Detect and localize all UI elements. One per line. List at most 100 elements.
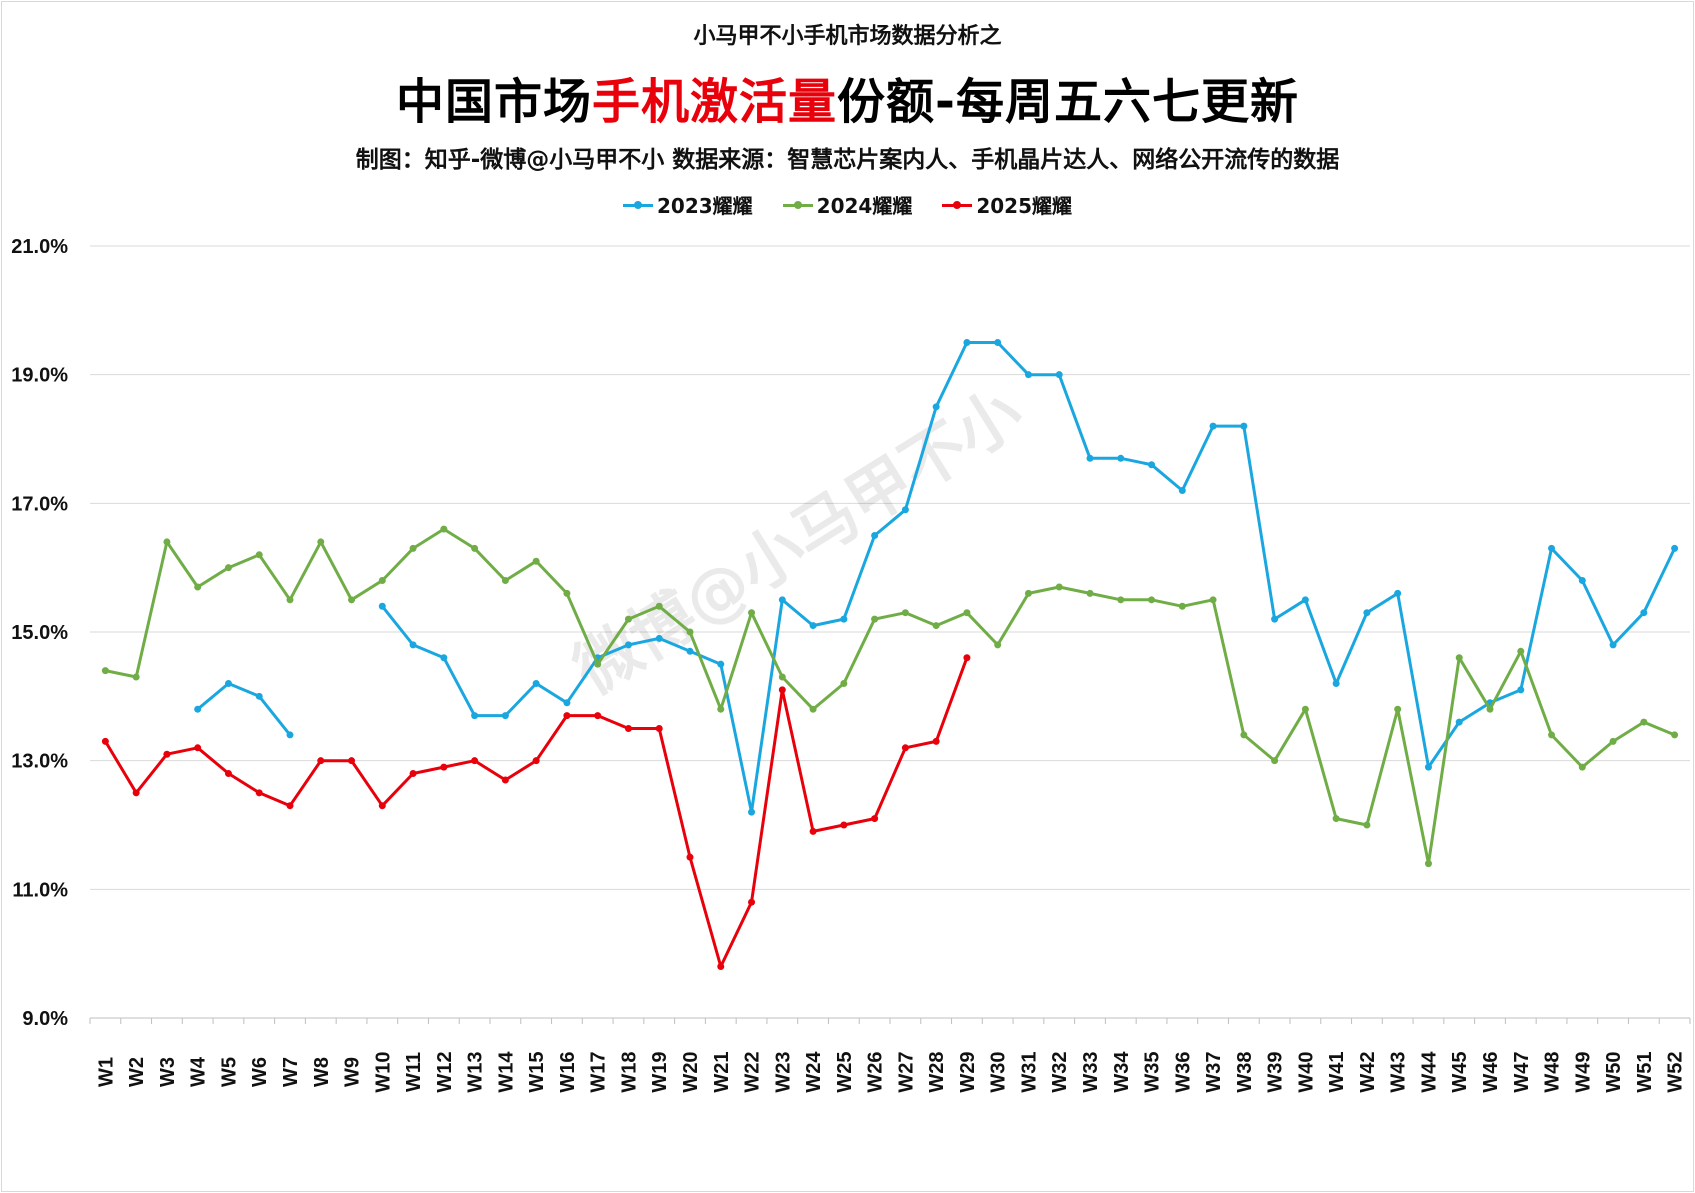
- data-point: [655, 634, 663, 642]
- legend-swatch-2023: [622, 198, 653, 212]
- x-tick-label: W46: [1480, 1051, 1502, 1092]
- series-2023耀耀: [194, 339, 1679, 816]
- data-point: [1178, 486, 1186, 494]
- data-point: [1578, 577, 1586, 585]
- data-point: [1363, 821, 1371, 829]
- chart-legend: 2023耀耀 2024耀耀 2025耀耀: [0, 190, 1695, 219]
- data-point: [594, 660, 602, 668]
- series-line: [380, 341, 1677, 814]
- y-tick-label: 9.0%: [22, 1008, 68, 1030]
- data-point: [624, 725, 632, 732]
- x-tick-label: W43: [1388, 1051, 1410, 1092]
- data-point: [1517, 686, 1525, 694]
- data-point: [994, 339, 1002, 346]
- data-point: [1024, 589, 1032, 597]
- data-point: [348, 757, 356, 765]
- x-tick-label: W45: [1449, 1051, 1471, 1092]
- data-point: [748, 808, 756, 816]
- x-tick-label: W40: [1295, 1051, 1317, 1092]
- data-point: [1609, 641, 1617, 649]
- data-point: [1424, 860, 1432, 868]
- data-point: [132, 673, 140, 681]
- y-tick-label: 19.0%: [11, 365, 68, 387]
- data-point: [778, 686, 786, 694]
- legend-item-2023: 2023耀耀: [622, 190, 753, 219]
- data-point: [871, 615, 879, 623]
- data-point: [101, 667, 109, 675]
- y-tick-label: 21.0%: [11, 236, 68, 258]
- y-tick-label: 11.0%: [12, 879, 68, 901]
- data-point: [686, 628, 694, 636]
- x-tick-label: W42: [1357, 1051, 1379, 1092]
- data-point: [1363, 609, 1371, 617]
- data-point: [1301, 705, 1309, 713]
- x-tick-label: W13: [465, 1051, 487, 1092]
- data-point: [1240, 731, 1248, 739]
- data-point: [717, 705, 725, 713]
- data-point: [748, 898, 756, 906]
- x-tick-label: W8: [311, 1057, 333, 1087]
- x-tick-label: W6: [249, 1057, 271, 1087]
- data-point: [378, 802, 386, 810]
- data-point: [655, 725, 663, 732]
- data-point: [1332, 679, 1340, 687]
- y-tick-label: 13.0%: [11, 751, 68, 773]
- y-tick-label: 17.0%: [11, 493, 68, 515]
- data-point: [778, 673, 786, 681]
- data-point: [1640, 718, 1648, 726]
- x-tick-label: W35: [1142, 1051, 1164, 1092]
- data-point: [1455, 654, 1463, 662]
- x-tick-label: W4: [188, 1056, 210, 1087]
- data-point: [1548, 544, 1556, 552]
- data-point: [224, 564, 232, 572]
- data-point: [901, 506, 909, 514]
- data-point: [624, 615, 632, 623]
- data-point: [1240, 422, 1248, 430]
- data-point: [163, 538, 171, 546]
- data-point: [840, 679, 848, 687]
- data-point: [317, 538, 325, 546]
- x-tick-label: W21: [711, 1051, 733, 1092]
- x-tick-label: W34: [1111, 1051, 1133, 1093]
- x-tick-label: W38: [1234, 1051, 1256, 1092]
- x-tick-label: W32: [1049, 1051, 1071, 1092]
- page-title: 中国市场手机激活量份额-每周五六七更新: [0, 62, 1695, 132]
- x-tick-label: W41: [1326, 1051, 1348, 1092]
- x-tick-label: W50: [1603, 1051, 1625, 1092]
- series-2025耀耀: [101, 654, 971, 971]
- data-point: [163, 750, 171, 758]
- data-point: [1424, 763, 1432, 771]
- data-point: [1117, 454, 1125, 462]
- x-tick-label: W11: [403, 1052, 425, 1092]
- data-point: [471, 544, 479, 552]
- legend-label-2025: 2025耀耀: [976, 194, 1072, 218]
- legend-swatch-2025: [942, 198, 973, 212]
- data-point: [901, 744, 909, 752]
- data-point: [409, 641, 417, 649]
- data-point: [532, 557, 540, 565]
- data-point: [1640, 609, 1648, 617]
- data-point: [1671, 731, 1679, 739]
- data-point: [1055, 371, 1063, 379]
- x-tick-label: W14: [495, 1051, 517, 1093]
- x-tick-label: W2: [126, 1057, 148, 1087]
- data-point: [840, 821, 848, 829]
- data-point: [1271, 757, 1279, 765]
- x-tick-label: W49: [1572, 1051, 1594, 1092]
- data-point: [440, 763, 448, 771]
- data-point: [132, 789, 140, 797]
- x-tick-label: W39: [1265, 1051, 1287, 1092]
- data-point: [809, 705, 817, 713]
- x-tick-label: W22: [742, 1051, 764, 1092]
- x-tick-label: W18: [618, 1051, 640, 1092]
- x-tick-label: W48: [1542, 1051, 1564, 1092]
- data-point: [440, 654, 448, 662]
- data-point: [563, 712, 571, 720]
- data-point: [348, 596, 356, 604]
- data-point: [1086, 589, 1094, 597]
- data-point: [286, 802, 294, 810]
- series-line: [103, 527, 1677, 866]
- data-point: [871, 532, 879, 539]
- x-tick-label: W37: [1203, 1051, 1225, 1092]
- x-tick-label: W23: [772, 1051, 794, 1092]
